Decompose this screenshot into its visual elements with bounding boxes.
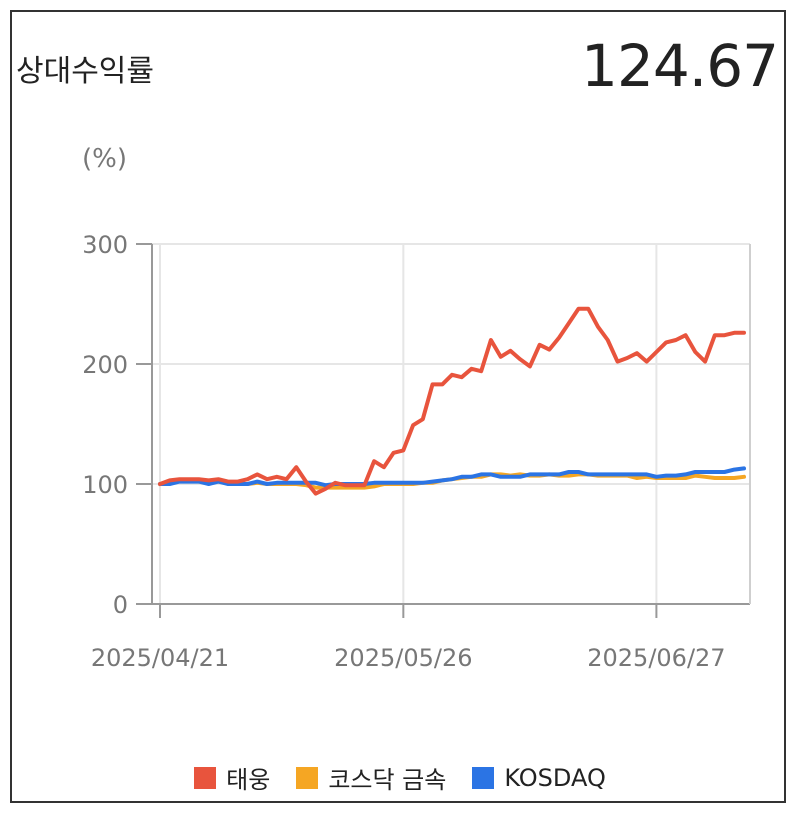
- line-chart: 0 100 200 300 2025/04/21 2025/05/26 2025/06/27: [82, 231, 751, 672]
- x-tick-label: 2025/06/27: [587, 644, 725, 672]
- legend-item[interactable]: 태웅: [194, 760, 270, 795]
- legend-label: 코스닥 금속: [328, 766, 447, 794]
- legend-label: 태웅: [226, 766, 271, 794]
- y-tick-label: 200: [82, 351, 128, 379]
- legend-item[interactable]: KOSDAQ: [472, 760, 606, 795]
- series-line-0: [158, 306, 746, 496]
- legend-swatch: [194, 766, 217, 789]
- relative-return-card: 상대수익률 124.67 (%) 0 100 200 300 2025/04/21 202…: [10, 10, 786, 803]
- series-line-2: [158, 466, 746, 488]
- legend-item[interactable]: 코스닥 금속: [296, 760, 446, 795]
- legend-label: KOSDAQ: [504, 763, 606, 792]
- x-tick-label: 2025/05/26: [334, 644, 472, 672]
- x-tick-label: 2025/04/21: [91, 644, 229, 672]
- legend-swatch: [472, 766, 495, 789]
- return-value: 124.67: [581, 32, 779, 100]
- legend-swatch: [296, 766, 319, 789]
- y-tick-label: 300: [82, 231, 128, 259]
- chart-legend: 태웅 코스닥 금속 KOSDAQ: [12, 760, 788, 795]
- card-title: 상대수익률: [16, 54, 154, 89]
- y-axis-unit-label: (%): [82, 144, 127, 174]
- y-tick-label: 100: [82, 471, 128, 499]
- y-tick-label: 0: [113, 591, 128, 619]
